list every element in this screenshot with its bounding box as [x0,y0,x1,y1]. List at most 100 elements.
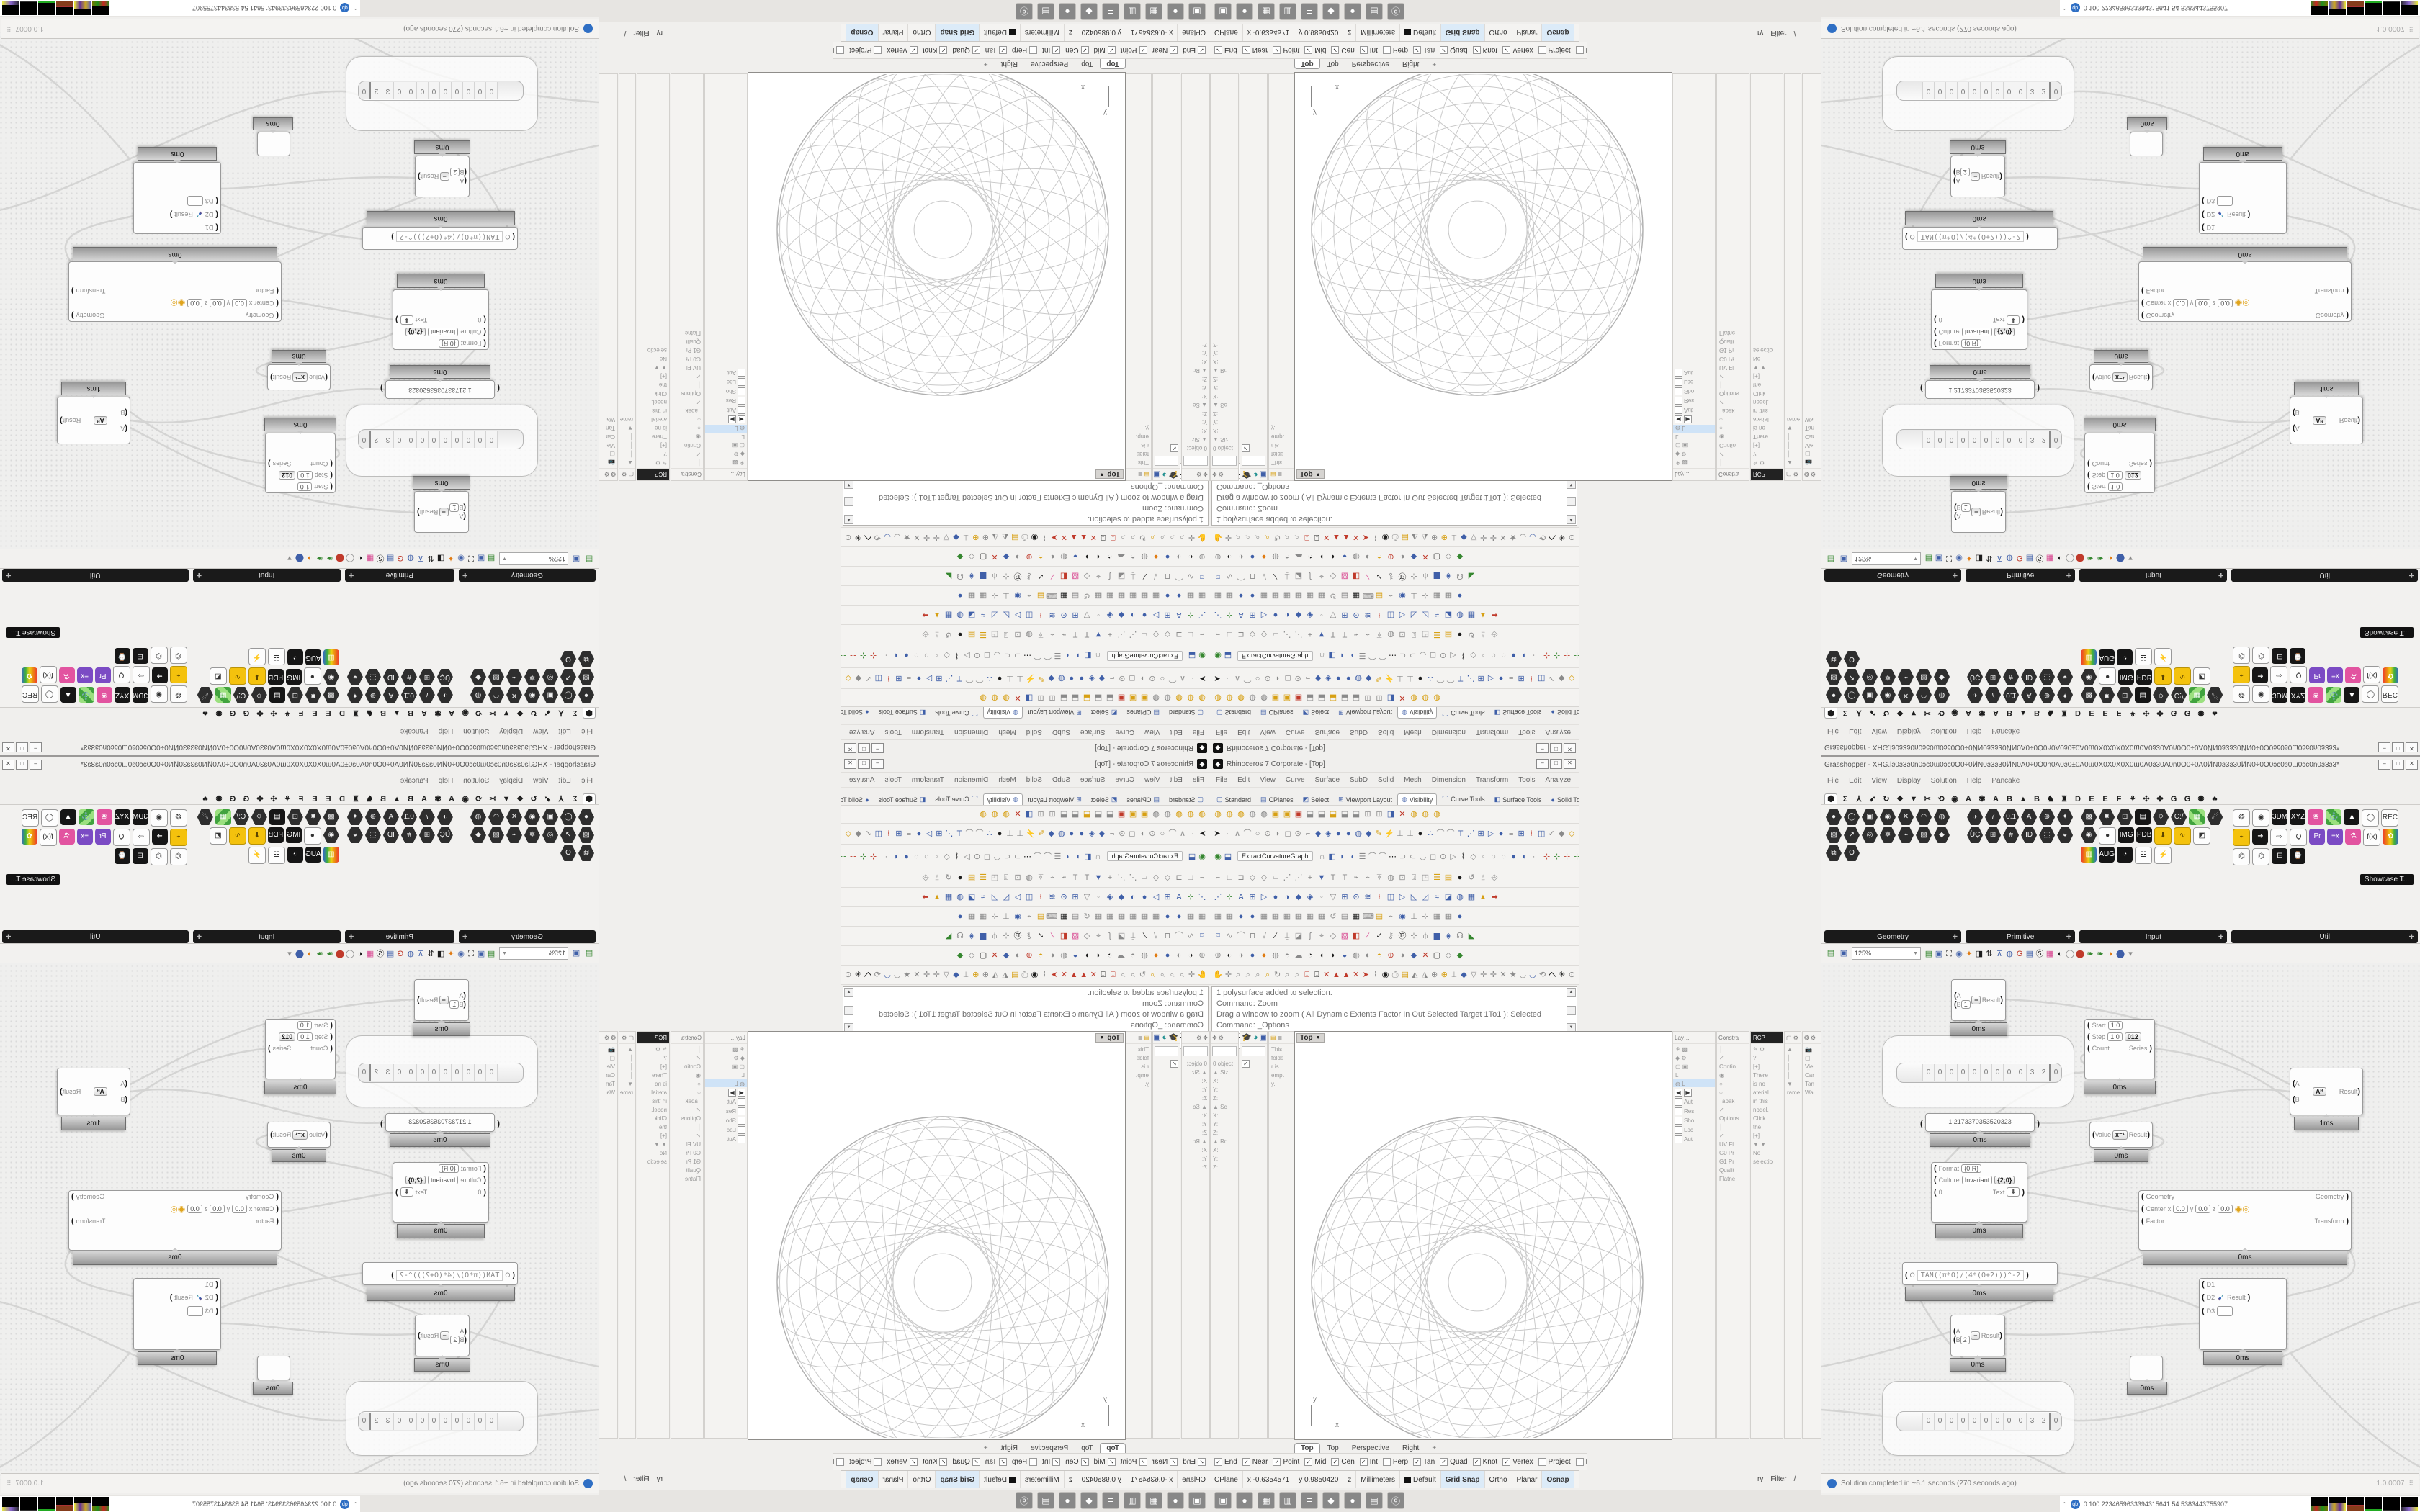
navigation-tool-icon[interactable]: ✛ [1188,533,1196,541]
cplane-tool-icon[interactable]: ⊥ [1003,591,1010,600]
display-mode-icon[interactable]: ◆ [1410,951,1417,960]
draw-tool-icon[interactable]: ⌙ [1272,873,1279,882]
visibility-tool-icon[interactable]: ⬓ [1317,810,1326,819]
navigation-tool-icon[interactable]: ✕ [1353,533,1360,541]
visibility-tool-icon[interactable]: ⬓ [1340,810,1349,819]
curve-edit-icon[interactable]: ◖ [1350,852,1355,861]
component-icon[interactable]: ☳ [2135,648,2153,665]
component-category-tab[interactable]: ⟲ [1937,795,1945,804]
close-button[interactable]: ✕ [844,743,856,753]
component-icon[interactable]: ◯ [560,687,576,703]
constraints-panel[interactable]: Constra │ ✓ Contin ◉ ○ ○ Tapak ✓ Options │ ✓ UV Fl G… [1716,73,1749,481]
taskbar-app-icon[interactable]: ≣ [1301,3,1318,20]
component-category-tab[interactable]: E [312,708,318,717]
component-icon[interactable]: ❄ [524,669,540,685]
modeling-tool-icon[interactable]: ⌐ [1109,674,1115,683]
cplane-tool-icon[interactable]: ▦ [967,912,976,921]
navigation-tool-icon[interactable]: ⌕ [1170,533,1175,541]
draw-tool-icon[interactable]: ▤ [967,873,976,882]
display-mode-icon[interactable]: ◔ [1107,951,1113,960]
cplane-tool-icon[interactable]: ▦ [1283,912,1291,921]
component-icon[interactable]: IMG [285,827,302,843]
toolbar-group-tab[interactable]: ⊞ Viewport Layout [1338,796,1393,804]
navigation-tool-icon[interactable]: ⌕ [1150,971,1155,979]
modeling-tool-icon[interactable]: ⊞ [1477,674,1484,683]
component-icon[interactable]: ➜ [151,667,168,683]
viewport-menu-caret-icon[interactable]: ▼ [1099,472,1105,477]
canvas-toolbar-icon[interactable]: ⇅ [1986,950,1993,958]
history-scrollbar[interactable]: ▲ ▼ [844,480,853,524]
canvas-toolbar-icon[interactable]: ⇅ [427,950,434,958]
resize-grip-icon[interactable]: ⠿ [2408,25,2414,32]
component-icon[interactable]: # [2003,669,2019,685]
measure-tool-icon[interactable]: ⚷ [1026,572,1033,580]
component-category-tab[interactable]: ✣ [2143,795,2150,804]
history-scrollbar[interactable]: ▲ ▼ [1567,988,1576,1032]
draw-tool-icon[interactable]: ⊐ [1175,873,1183,882]
status-pane-cplane[interactable]: CPlane [1177,1471,1210,1488]
cplane-tool-icon[interactable]: ▦ [1433,591,1441,600]
component-icon[interactable]: IMG [2118,669,2135,685]
monitor-value[interactable]: 4.5 [236,4,245,12]
axis-tool-icon[interactable]: ⊹ [1543,651,1551,660]
inverse-component[interactable]: (Value x⁻¹ Result) [267,364,331,390]
visibility-tool-icon[interactable]: ◨ [1386,810,1395,819]
status-fragment-item[interactable]: ry [656,1475,663,1483]
taskbar-app-icon[interactable]: ▦ [1258,1492,1275,1509]
draw-tool-icon[interactable]: ⋰ [1283,873,1291,882]
osnap-near-checkbox[interactable]: ✓ Near [1152,1457,1178,1466]
component-icon[interactable]: ∿ [228,667,246,685]
component-icon[interactable]: ⬇ [2154,667,2172,685]
rhino-menu-item[interactable]: View [1260,775,1276,784]
component-icon[interactable]: ▤ [269,687,285,703]
visibility-tool-icon[interactable]: ◍ [1249,810,1256,819]
modeling-tool-icon[interactable]: ⋰ [945,829,954,838]
surface-tool-icon[interactable]: ▷ [1152,893,1160,901]
surface-tool-icon[interactable]: ⋰ [1214,893,1222,901]
component-icon[interactable]: ⊡ [2117,687,2133,703]
maximize-button[interactable]: □ [16,742,28,752]
modeling-tool-icon[interactable]: ⊙ [1149,829,1156,838]
monitor-value[interactable]: 431 [2144,4,2156,12]
component-category-tab[interactable]: ◉ [1951,795,1958,804]
axis-tool-icon[interactable]: ⊹ [841,852,848,862]
curve-edit-icon[interactable]: ◡ [993,852,1001,861]
power-component[interactable]: (A (B Aᴮ Result) [57,397,130,444]
modeling-tool-icon[interactable]: ● [1069,829,1075,838]
canvas-toolbar-icon[interactable]: ⇅ [1986,554,1993,562]
surface-tool-icon[interactable]: ◆ [1295,611,1302,619]
selected-layer-row[interactable]: ◍ L [1673,1079,1715,1087]
modeling-tool-icon[interactable]: · [1191,674,1194,683]
component-icon[interactable]: ◆ [1934,827,1950,843]
component-icon[interactable]: ▣ [1862,687,1878,703]
boxedit-panel[interactable]: ✥ ⚙ 0 object ▲ Siz X: Y: Z: ▲ Sc X: Y: Z: ▲ Ro X: Y:… [1210,1031,1239,1439]
measure-tool-icon[interactable]: ∕ [1144,572,1145,580]
component-category-tab[interactable]: D [2075,708,2081,717]
osnap-perp-checkbox[interactable]: Perp [1382,46,1408,55]
layer-nav[interactable]: ◀ ▶ [705,415,747,425]
component-category-tab[interactable]: B [2007,708,2012,717]
component-icon[interactable]: ◔ [2117,649,2133,665]
cplane-tool-icon[interactable]: ▦ [1140,591,1149,600]
navigation-tool-icon[interactable]: ★ [903,971,911,979]
subtraction-component[interactable]: (A (B2 − Result) [415,156,470,197]
surface-tool-icon[interactable]: ▦ [944,611,953,619]
modeling-tool-icon[interactable]: ◫ [874,829,883,838]
curve-edit-icon[interactable]: ◧ [1084,852,1092,861]
visibility-tool-icon[interactable]: ◍ [1410,693,1417,702]
inverse-component[interactable]: (Value x⁻¹ Result) [2089,1122,2153,1148]
monitor-value[interactable]: 659 [2115,4,2127,12]
cplane-tool-icon[interactable]: ◉ [1399,912,1406,921]
navigation-tool-icon[interactable]: ◆ [953,533,959,541]
visibility-tool-icon[interactable]: ◍ [1260,693,1268,702]
measure-tool-icon[interactable]: ▧ [1071,932,1080,940]
modeling-tool-icon[interactable]: ◆ [1048,829,1054,838]
measure-tool-icon[interactable]: ◧ [1059,932,1068,940]
canvas-toolbar-icon[interactable]: G [397,950,404,958]
curve-edit-icon[interactable]: ○ [914,651,919,660]
draw-tool-icon[interactable]: ◇ [1152,630,1160,639]
component-category-tab[interactable]: ▲ [393,795,401,804]
toolbar-group-tab[interactable]: ◧ Surface Tools [1494,796,1542,804]
surface-tool-icon[interactable]: ⊞ [1164,611,1171,619]
